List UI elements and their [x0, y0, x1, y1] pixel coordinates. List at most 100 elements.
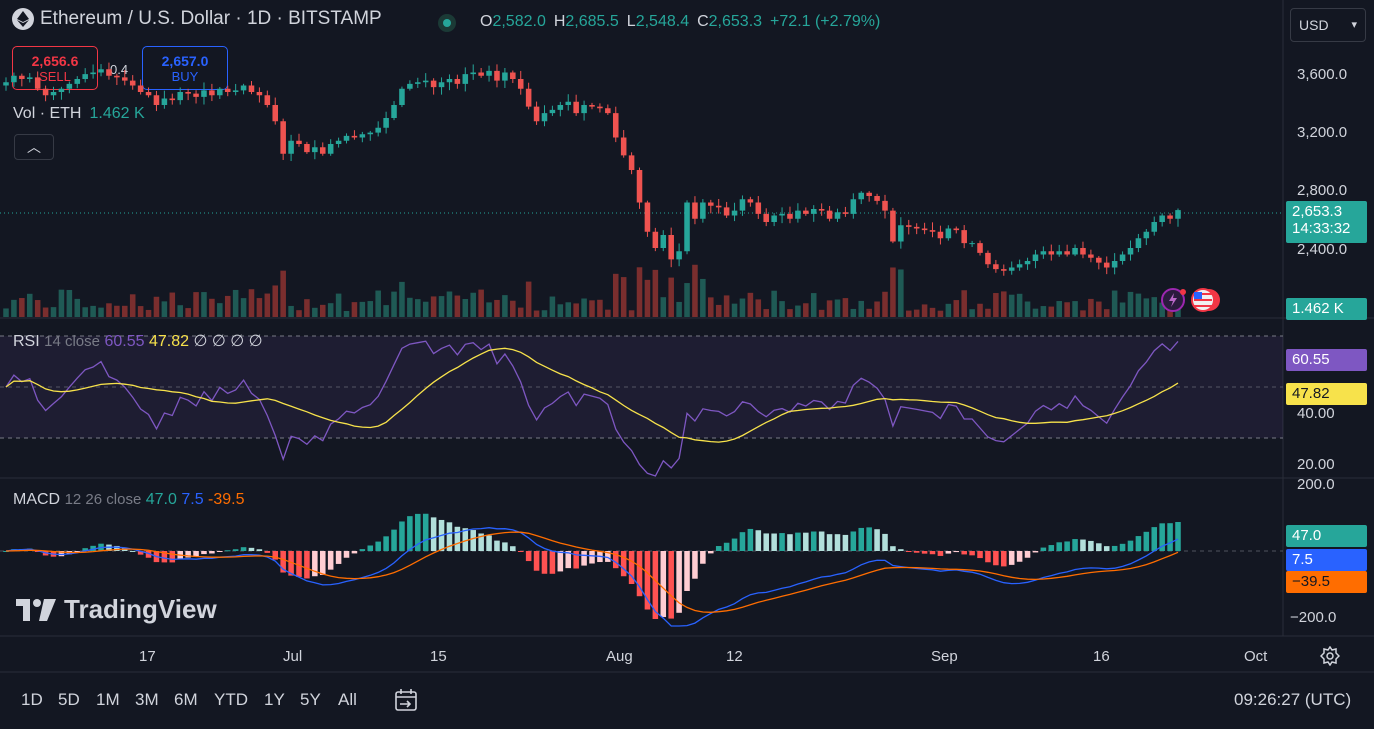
candle — [232, 90, 239, 92]
candle — [74, 79, 81, 84]
volume-bar — [525, 281, 532, 317]
volume-bar — [19, 298, 25, 317]
range-button-ytd[interactable]: YTD — [214, 690, 248, 709]
candle — [700, 202, 706, 219]
macd-histogram-bar — [454, 526, 461, 551]
range-button-1m[interactable]: 1M — [96, 690, 120, 709]
range-button-1y[interactable]: 1Y — [264, 690, 285, 709]
volume-value: 1.462 K — [89, 105, 145, 122]
range-button-all[interactable]: All — [338, 690, 357, 709]
macd-histogram-bar — [581, 551, 587, 566]
volume-label: Vol · ETH — [13, 105, 82, 122]
volume-bar — [304, 299, 310, 317]
time-tick: 15 — [430, 648, 447, 665]
chevron-down-icon: ▾ — [1351, 19, 1357, 31]
volume-bar — [652, 269, 659, 317]
volume-bar — [763, 309, 769, 317]
symbol-title[interactable]: Ethereum / U.S. Dollar · 1D · BITSTAMP — [12, 8, 382, 30]
rsi-legend[interactable]: RSI 14 close 60.55 47.82 ∅ ∅ ∅ ∅ — [13, 331, 263, 351]
candle — [478, 72, 484, 76]
macd-histogram-bar — [612, 551, 619, 569]
range-button-3m[interactable]: 3M — [135, 690, 159, 709]
buy-button[interactable]: 2,657.0 BUY — [142, 46, 228, 90]
settings-gear-icon[interactable] — [1320, 646, 1340, 666]
macd-histogram-bar — [715, 546, 722, 551]
candle — [692, 202, 698, 219]
price-tick: 2,800.0 — [1297, 182, 1348, 199]
macd-histogram-bar — [660, 551, 667, 618]
candle — [399, 88, 405, 105]
utc-clock[interactable]: 09:26:27 (UTC) — [1234, 690, 1352, 709]
volume-bar — [462, 299, 469, 317]
range-button-1d[interactable]: 1D — [21, 690, 43, 709]
candle — [969, 243, 975, 245]
range-button-5d[interactable]: 5D — [58, 690, 80, 709]
macd-histogram-bar — [882, 533, 888, 551]
ohlc-values: O2,582.0 H2,685.5 L2,548.4 C2,653.3 +72.1 (+… — [480, 13, 888, 31]
volume-bar — [161, 301, 168, 317]
macd-histogram-bar — [502, 542, 508, 551]
range-button-6m[interactable]: 6M — [174, 690, 198, 709]
volume-bar — [676, 301, 682, 317]
candle — [652, 231, 659, 248]
candle — [248, 85, 255, 92]
candle — [494, 70, 500, 81]
candle — [557, 105, 564, 110]
volume-bar — [834, 299, 841, 317]
candle — [945, 228, 952, 239]
candle — [26, 77, 33, 79]
macd-legend[interactable]: MACD 12 26 close 47.0 7.5 -39.5 — [13, 491, 245, 509]
candle — [1135, 238, 1142, 248]
collapse-legend-button[interactable]: ︿ — [14, 134, 54, 160]
volume-bar — [1119, 302, 1126, 317]
macd-histogram-bar — [953, 551, 960, 553]
macd-histogram-bar — [890, 546, 896, 551]
volume-bar — [312, 307, 318, 317]
macd-histogram-bar — [185, 551, 191, 558]
volume-bar — [1159, 302, 1165, 317]
currency-select[interactable]: USD ▾ — [1290, 8, 1366, 42]
volume-bar — [1072, 301, 1078, 317]
candle — [209, 90, 215, 96]
volume-bar — [589, 300, 595, 317]
price-change: +72.1 (+2.79%) — [770, 13, 881, 30]
macd-histogram-bar — [652, 551, 659, 619]
macd-histogram-bar — [129, 550, 136, 552]
time-tick: Jul — [283, 648, 303, 665]
macd-histogram-bar — [858, 527, 865, 551]
volume-bar — [217, 303, 223, 317]
macd-tick: 200.0 — [1297, 476, 1335, 493]
candle — [137, 85, 144, 92]
price-tick: 2,400.0 — [1297, 241, 1348, 258]
candle — [161, 98, 168, 105]
volume-bar — [58, 289, 65, 317]
candle — [66, 83, 73, 89]
candle — [866, 192, 872, 196]
candle — [42, 88, 49, 96]
candle — [525, 88, 532, 107]
tradingview-logo[interactable]: TradingView — [16, 594, 217, 625]
candle — [628, 155, 635, 170]
macd-line — [5, 527, 1179, 627]
events-icons[interactable] — [1160, 287, 1232, 318]
volume-legend[interactable]: Vol · ETH 1.462 K — [13, 105, 145, 123]
candle — [296, 140, 302, 144]
volume-bar — [201, 292, 207, 317]
volume-bar — [98, 307, 104, 317]
macd-histogram-bar — [961, 551, 967, 555]
buy-price: 2,657.0 — [161, 53, 209, 69]
candle — [612, 113, 619, 138]
macd-histogram-bar — [739, 532, 746, 551]
candle — [921, 228, 928, 231]
signal-line — [5, 531, 1179, 613]
range-button-5y[interactable]: 5Y — [300, 690, 321, 709]
volume-bar — [169, 292, 176, 317]
volume-bar — [430, 296, 437, 317]
rsi-label: RSI — [13, 333, 40, 350]
macd-histogram-bar — [708, 551, 714, 554]
symbol-title-text: Ethereum / U.S. Dollar · 1D · BITSTAMP — [40, 8, 382, 29]
candle — [264, 95, 271, 105]
sell-button[interactable]: 2,656.6 SELL — [12, 46, 98, 90]
go-to-date-icon[interactable] — [393, 687, 419, 713]
